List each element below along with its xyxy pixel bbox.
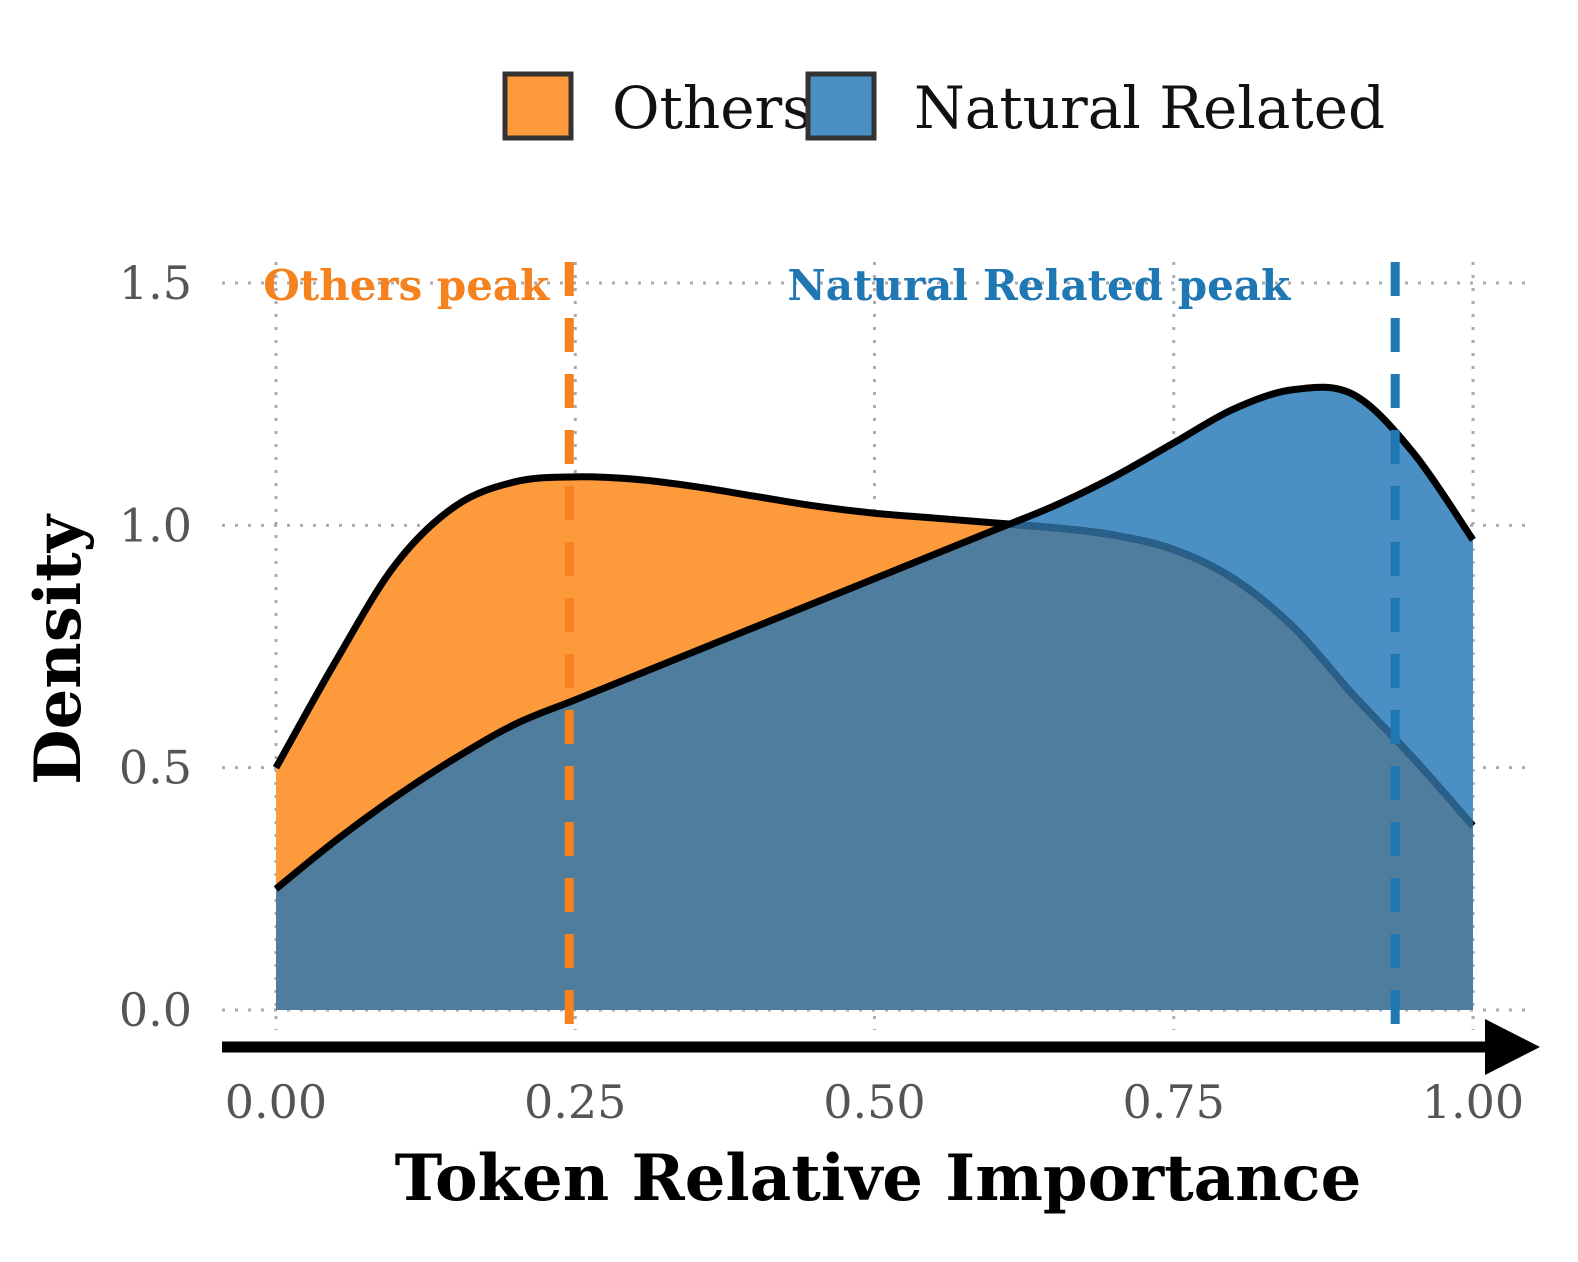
y-tick-label: 1.5 — [119, 256, 192, 310]
x-tick-label: 0.25 — [524, 1075, 626, 1129]
y-axis-title: Density — [21, 513, 96, 785]
x-tick-label: 0.00 — [225, 1075, 327, 1129]
natural-related-density-line — [273, 383, 1476, 892]
x-tick-label: 0.75 — [1123, 1075, 1225, 1129]
plot-area — [272, 383, 1476, 1010]
y-tick-label: 0.5 — [119, 741, 192, 795]
x-tick-label: 1.00 — [1422, 1075, 1524, 1129]
x-axis — [222, 1019, 1540, 1075]
legend-label-natural-related: Natural Related — [914, 74, 1385, 142]
x-axis-title: Token Relative Importance — [395, 1141, 1362, 1216]
peak-markers: Others peak Natural Related peak — [263, 261, 1400, 1045]
natural-related-peak-label: Natural Related peak — [787, 261, 1291, 310]
legend-swatch-natural-related — [805, 71, 877, 141]
x-axis-arrowhead — [1485, 1019, 1540, 1075]
legend-swatch-others — [502, 71, 574, 141]
others-peak-label: Others peak — [263, 261, 550, 310]
x-tick-label: 0.50 — [823, 1075, 925, 1129]
ticks: 0.00 0.25 0.50 0.75 1.00 0.0 0.5 1.0 1.5 — [119, 256, 1524, 1129]
y-tick-label: 1.0 — [119, 498, 192, 552]
y-tick-label: 0.0 — [119, 983, 192, 1037]
legend-label-others: Others — [612, 74, 812, 142]
legend: Others Natural Related — [502, 71, 1385, 142]
